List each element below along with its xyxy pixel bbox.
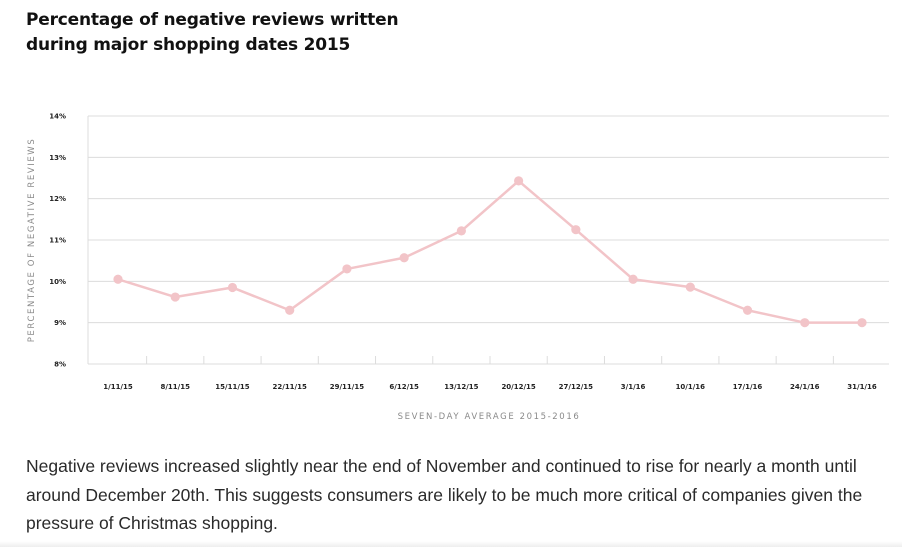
x-tick-label: 8/11/15 bbox=[160, 383, 190, 391]
series-line bbox=[116, 179, 864, 324]
x-tick-label: 24/1/16 bbox=[790, 383, 820, 391]
data-point bbox=[285, 305, 295, 315]
x-tick-label: 6/12/15 bbox=[389, 383, 419, 391]
bottom-divider bbox=[0, 541, 902, 547]
data-point bbox=[628, 274, 638, 284]
data-point bbox=[113, 274, 123, 284]
data-point bbox=[742, 305, 753, 315]
x-tick-label: 13/12/15 bbox=[444, 383, 478, 391]
y-tick-label: 11% bbox=[49, 237, 66, 245]
x-tick-label: 3/1/16 bbox=[621, 383, 646, 391]
data-point bbox=[399, 253, 409, 263]
x-axis-title: SEVEN-DAY AVERAGE 2015-2016 bbox=[398, 412, 581, 422]
y-tick-label: 9% bbox=[54, 319, 66, 327]
data-point bbox=[342, 264, 352, 274]
x-tick-label: 10/1/16 bbox=[676, 383, 706, 391]
data-point bbox=[170, 292, 180, 302]
data-point bbox=[800, 318, 810, 328]
data-point bbox=[857, 318, 867, 328]
x-tick-label: 17/1/16 bbox=[733, 383, 763, 391]
data-point bbox=[514, 176, 524, 186]
x-tick-label: 27/12/15 bbox=[559, 383, 593, 391]
x-tick-label: 22/11/15 bbox=[273, 383, 307, 391]
chart-title: Percentage of negative reviews written d… bbox=[26, 10, 399, 55]
data-point bbox=[685, 282, 695, 292]
data-point bbox=[571, 225, 581, 235]
x-tick-label: 20/12/15 bbox=[501, 383, 535, 391]
y-tick-label: 14% bbox=[49, 113, 66, 121]
x-tick-label: 31/1/16 bbox=[847, 383, 877, 391]
data-point bbox=[227, 282, 238, 293]
y-tick-label: 10% bbox=[49, 278, 66, 286]
x-tick-label: 15/11/15 bbox=[215, 383, 249, 391]
y-tick-label: 12% bbox=[49, 195, 66, 203]
line-chart: 8% 9% 10% 11% 12% 13% 14% 1/11/15 8/11/15 15/11/1… bbox=[27, 113, 889, 422]
x-tick-label: 29/11/15 bbox=[330, 383, 364, 391]
y-tick-label: 8% bbox=[54, 361, 66, 369]
data-point bbox=[456, 226, 466, 236]
chart-caption: Negative reviews increased slightly near… bbox=[26, 456, 863, 533]
y-axis-title: PERCENTAGE OF NEGATIVE REVIEWS bbox=[27, 138, 37, 343]
y-tick-label: 13% bbox=[49, 154, 66, 162]
x-tick-label: 1/11/15 bbox=[103, 383, 133, 391]
